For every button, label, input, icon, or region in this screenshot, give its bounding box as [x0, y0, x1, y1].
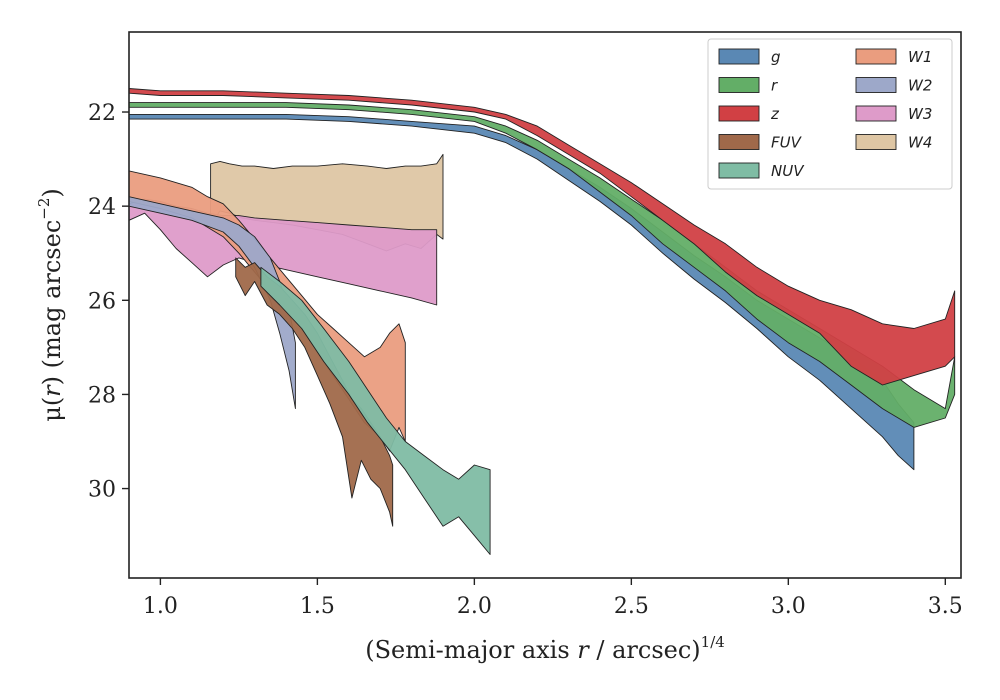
- legend-swatch: [718, 48, 760, 65]
- y-axis-label: μ(r) (mag arcsec−2): [35, 188, 66, 422]
- legend-label: r: [771, 77, 778, 95]
- series-area-w2: [129, 196, 296, 410]
- x-tick-label: 1.5: [300, 594, 335, 619]
- legend-item-g: g: [718, 48, 781, 66]
- y-tick-label: 22: [88, 101, 116, 126]
- x-axis-label: (Semi-major axis r / arcsec)1/4: [365, 633, 725, 664]
- series-area-g: [129, 113, 915, 471]
- legend-label: W4: [908, 134, 932, 152]
- y-tick-label: 30: [88, 478, 116, 503]
- legend-label: W2: [908, 77, 932, 95]
- legend-swatch: [718, 162, 760, 179]
- x-tick-label: 2.5: [614, 594, 649, 619]
- legend-swatch: [718, 105, 760, 122]
- legend-label: z: [770, 105, 780, 123]
- legend-box: [707, 38, 953, 190]
- legend: grz FUV NUV W1 W2 W3 W4: [707, 38, 953, 190]
- x-tick-label: 1.0: [143, 594, 178, 619]
- y-tick-label: 28: [88, 383, 116, 408]
- x-tick-label: 3.0: [771, 594, 806, 619]
- legend-item-z: z: [718, 105, 780, 123]
- x-tick-label: 3.5: [928, 594, 963, 619]
- legend-label: NUV: [771, 162, 805, 180]
- legend-label: g: [771, 48, 781, 66]
- series-area-z: [129, 88, 956, 386]
- y-axis: 22 24 26 28 30: [88, 101, 129, 503]
- legend-label: W3: [908, 105, 932, 123]
- legend-swatch: [855, 77, 897, 93]
- series-areas: [129, 88, 956, 555]
- x-tick-label: 2.0: [457, 594, 492, 619]
- y-tick-label: 24: [88, 195, 116, 220]
- legend-swatch: [855, 105, 897, 122]
- legend-swatch: [855, 48, 897, 65]
- legend-label: W1: [908, 48, 932, 66]
- legend-item-w1: W1: [855, 48, 932, 66]
- legend-swatch: [718, 77, 760, 93]
- plot-frame: [128, 31, 962, 579]
- legend-swatch: [855, 134, 897, 150]
- legend-item-fuv: FUV: [718, 134, 803, 152]
- legend-label: FUV: [771, 134, 803, 152]
- y-tick-label: 26: [88, 289, 116, 314]
- legend-item-nuv: NUV: [718, 162, 805, 180]
- series-area-nuv: [260, 266, 491, 555]
- series-area-r: [129, 102, 956, 428]
- legend-item-w4: W4: [855, 134, 932, 152]
- legend-swatch: [718, 134, 760, 150]
- legend-item-r: r: [718, 77, 778, 95]
- legend-item-w2: W2: [855, 77, 932, 95]
- legend-item-w3: W3: [855, 105, 932, 123]
- x-axis: 1.0 1.5 2.0 2.5 3.0 3.5: [143, 578, 963, 619]
